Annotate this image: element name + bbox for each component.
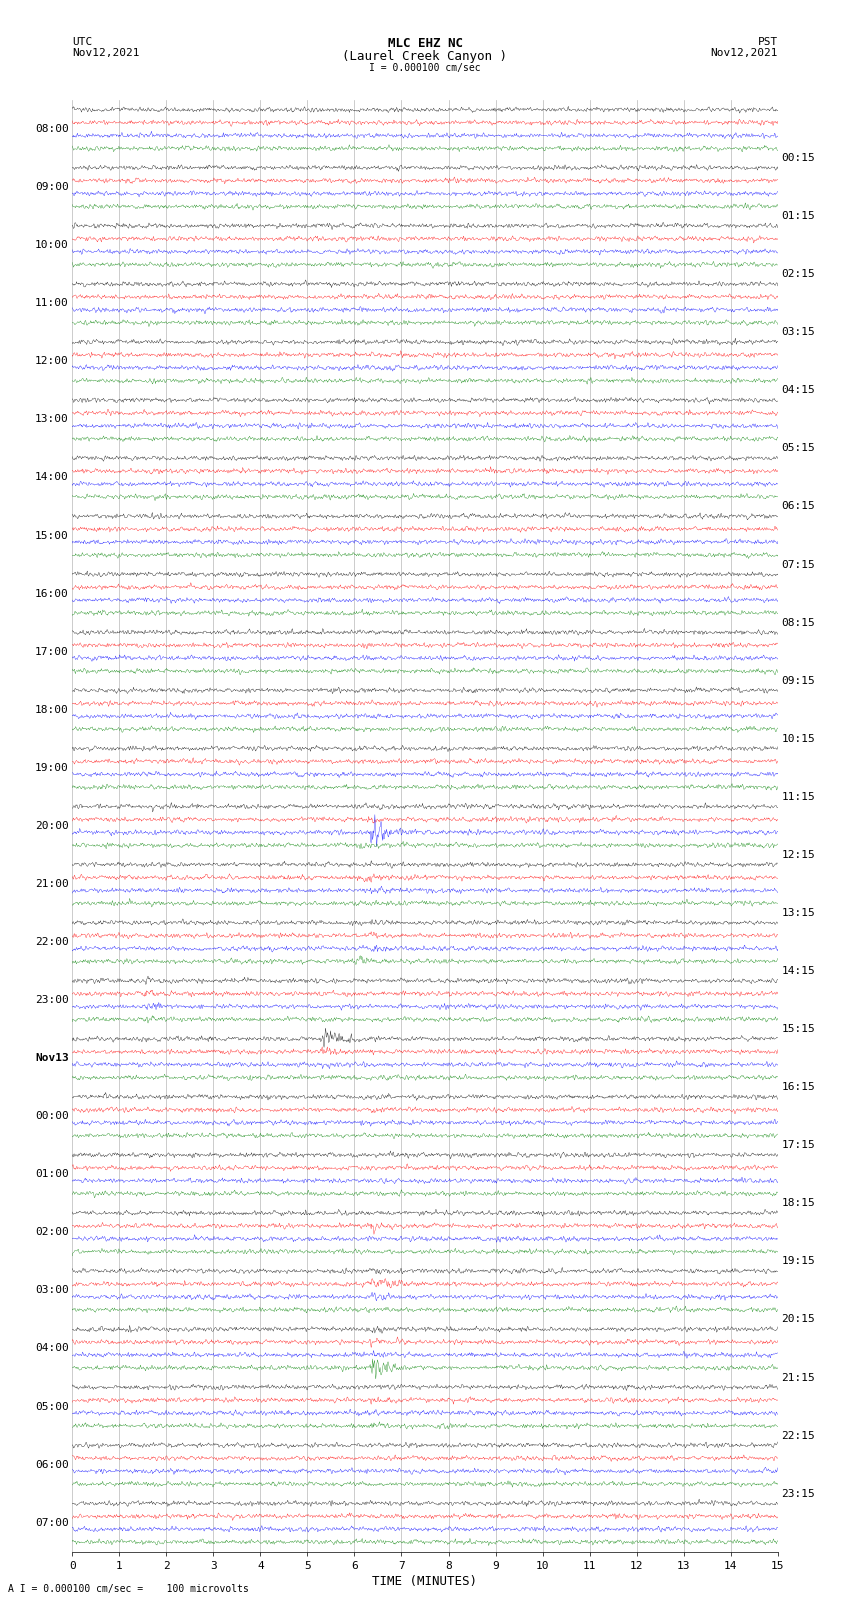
Text: 10:00: 10:00 [35,240,69,250]
Text: 17:15: 17:15 [781,1140,815,1150]
Text: 09:00: 09:00 [35,182,69,192]
Text: 05:00: 05:00 [35,1402,69,1411]
Text: 11:15: 11:15 [781,792,815,802]
Text: 05:15: 05:15 [781,444,815,453]
Text: 15:00: 15:00 [35,531,69,540]
Text: 13:15: 13:15 [781,908,815,918]
Text: 22:00: 22:00 [35,937,69,947]
Text: 13:00: 13:00 [35,415,69,424]
Text: 06:00: 06:00 [35,1460,69,1469]
Text: 12:00: 12:00 [35,356,69,366]
Text: (Laurel Creek Canyon ): (Laurel Creek Canyon ) [343,50,507,63]
Text: 21:00: 21:00 [35,879,69,889]
Text: I = 0.000100 cm/sec: I = 0.000100 cm/sec [369,63,481,73]
Text: 07:15: 07:15 [781,560,815,569]
Text: 03:00: 03:00 [35,1286,69,1295]
Text: 09:15: 09:15 [781,676,815,686]
Text: 20:00: 20:00 [35,821,69,831]
Text: 16:00: 16:00 [35,589,69,598]
Text: 04:00: 04:00 [35,1344,69,1353]
Text: 04:15: 04:15 [781,386,815,395]
Text: 21:15: 21:15 [781,1373,815,1382]
Text: 07:00: 07:00 [35,1518,69,1528]
Text: 11:00: 11:00 [35,298,69,308]
Text: Nov12,2021: Nov12,2021 [72,48,139,58]
Text: A I = 0.000100 cm/sec =    100 microvolts: A I = 0.000100 cm/sec = 100 microvolts [8,1584,249,1594]
Text: 10:15: 10:15 [781,734,815,744]
Text: 12:15: 12:15 [781,850,815,860]
Text: 03:15: 03:15 [781,327,815,337]
Text: 00:00: 00:00 [35,1111,69,1121]
Text: PST: PST [757,37,778,47]
Text: 14:00: 14:00 [35,473,69,482]
Text: 08:00: 08:00 [35,124,69,134]
Text: 17:00: 17:00 [35,647,69,656]
Text: 20:15: 20:15 [781,1315,815,1324]
Text: 18:00: 18:00 [35,705,69,715]
Text: 14:15: 14:15 [781,966,815,976]
Text: 02:15: 02:15 [781,269,815,279]
Text: 00:15: 00:15 [781,153,815,163]
Text: 19:15: 19:15 [781,1257,815,1266]
Text: Nov12,2021: Nov12,2021 [711,48,778,58]
Text: 02:00: 02:00 [35,1227,69,1237]
Text: 06:15: 06:15 [781,502,815,511]
Text: 19:00: 19:00 [35,763,69,773]
Text: 22:15: 22:15 [781,1431,815,1440]
Text: 08:15: 08:15 [781,618,815,627]
Text: 23:00: 23:00 [35,995,69,1005]
Text: Nov13: Nov13 [35,1053,69,1063]
Text: 15:15: 15:15 [781,1024,815,1034]
Text: 18:15: 18:15 [781,1198,815,1208]
Text: 23:15: 23:15 [781,1489,815,1498]
X-axis label: TIME (MINUTES): TIME (MINUTES) [372,1574,478,1587]
Text: 16:15: 16:15 [781,1082,815,1092]
Text: 01:00: 01:00 [35,1169,69,1179]
Text: 01:15: 01:15 [781,211,815,221]
Text: UTC: UTC [72,37,93,47]
Text: MLC EHZ NC: MLC EHZ NC [388,37,462,50]
